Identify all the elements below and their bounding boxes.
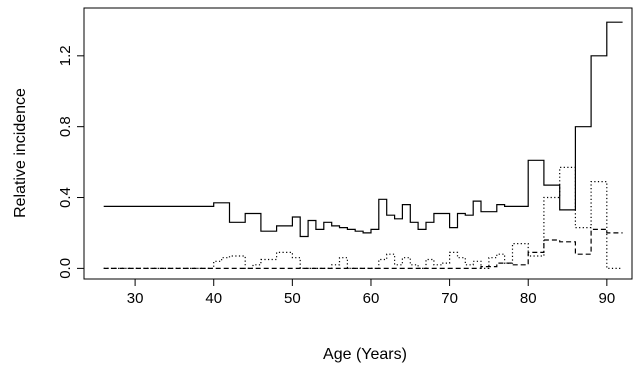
y-tick-label: 0.8	[57, 116, 74, 137]
series-dashed-line	[103, 228, 623, 269]
y-axis: 0.0 0.4 0.8 1.2	[57, 45, 85, 279]
x-tick-label: 40	[205, 290, 222, 307]
y-axis-title: Relative incidence	[12, 88, 29, 218]
x-tick-label: 50	[284, 290, 301, 307]
series-layer	[103, 21, 623, 269]
series-dotted-line	[103, 166, 623, 269]
y-tick-label: 0.4	[57, 187, 74, 208]
x-tick-label: 80	[520, 290, 537, 307]
y-tick-label: 1.2	[57, 45, 74, 66]
plot-frame	[83, 7, 633, 280]
x-tick-label: 30	[127, 290, 144, 307]
x-axis-title: Age (Years)	[323, 346, 407, 363]
x-tick-label: 70	[441, 290, 458, 307]
y-tick-label: 0.0	[57, 258, 74, 279]
x-tick-label: 90	[598, 290, 615, 307]
series-solid-line	[103, 21, 623, 238]
x-axis: 30 40 50 60 70 80 90	[127, 278, 615, 307]
x-tick-label: 60	[363, 290, 380, 307]
